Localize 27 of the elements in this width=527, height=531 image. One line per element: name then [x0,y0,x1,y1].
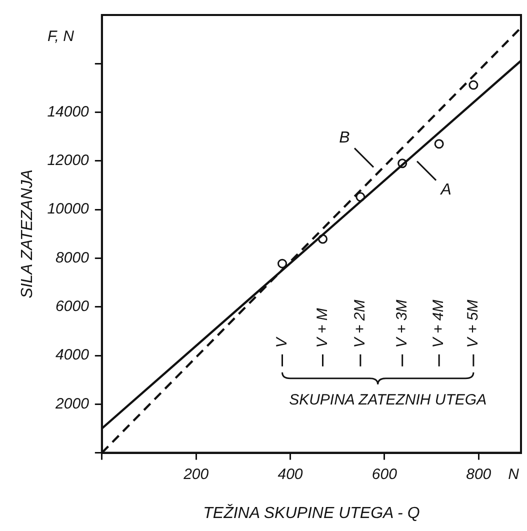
annotation: V + 4M [430,299,448,348]
annotation: SKUPINA ZATEZNIH UTEGA [289,391,487,408]
y-tick-label: 4000 [56,346,90,364]
y-tick-label: 6000 [56,298,90,316]
point [434,139,444,149]
x-tick-label: 600 [372,466,398,483]
y-tick-label: 14000 [47,103,90,120]
annotation: V [273,336,290,348]
point [278,258,288,268]
y-axis-title: SILA ZATEZANJA [19,169,36,298]
annotation: V + 5M [464,299,482,348]
y-tick-label: 12000 [47,152,90,170]
text: B [339,129,350,146]
x-axis-title: TEŽINA SKUPINE UTEGA - Q [203,504,420,522]
y-tick-label: 8000 [56,249,90,266]
text: N [508,466,520,483]
y-tick-label: 2000 [54,395,90,412]
x-tick-label: 400 [278,466,304,483]
annotation: V + M [314,308,331,348]
annotation: V + 3M [394,299,411,348]
x-tick-label: 200 [182,466,210,483]
y-tick-label: 10000 [47,200,90,218]
text: F, N [48,28,74,46]
point [468,80,478,90]
legend-label: A [440,182,452,199]
x-tick-label: 800 [466,466,492,483]
annotation: V + 2M [352,299,369,348]
